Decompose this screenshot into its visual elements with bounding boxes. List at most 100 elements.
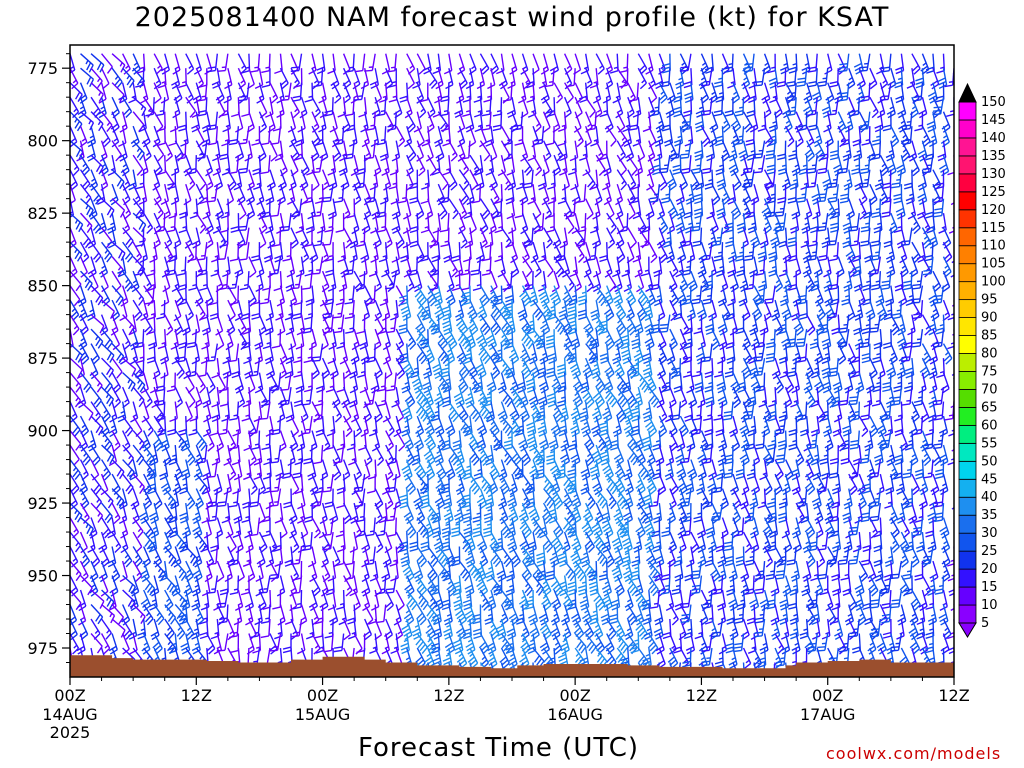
- barb-staff: [268, 53, 271, 71]
- barb-half-flag: [302, 413, 308, 418]
- barb-staff: [122, 270, 134, 286]
- barb-staff: [247, 271, 250, 289]
- wind-barb: [164, 633, 176, 654]
- barb-staff: [371, 53, 376, 71]
- barb-staff: [111, 140, 122, 156]
- barb-half-flag: [84, 278, 89, 283]
- barb-full-flag: [102, 412, 110, 420]
- barb-staff: [70, 589, 82, 604]
- barb-half-flag: [281, 370, 286, 374]
- barb-full-flag: [70, 416, 78, 423]
- wind-barb: [249, 53, 261, 73]
- wind-barb: [90, 111, 104, 132]
- barb-half-flag: [189, 553, 194, 558]
- barb-half-flag: [100, 106, 105, 110]
- barb-full-flag: [135, 575, 143, 582]
- barb-half-flag: [109, 612, 113, 618]
- barb-half-flag: [137, 528, 142, 533]
- barb-full-flag: [303, 461, 312, 465]
- barb-half-flag: [143, 439, 149, 443]
- barb-half-flag: [165, 210, 170, 215]
- barb-half-flag: [136, 572, 141, 577]
- barb-full-flag: [70, 345, 74, 348]
- barb-half-flag: [375, 167, 381, 171]
- barb-full-flag: [349, 374, 358, 379]
- barb-staff: [111, 444, 118, 462]
- barb-half-flag: [167, 326, 172, 330]
- barb-staff: [163, 213, 166, 231]
- barb-half-flag: [222, 283, 228, 287]
- wind-barb: [142, 546, 152, 568]
- barb-staff: [132, 430, 145, 444]
- barb-full-flag: [344, 562, 353, 566]
- barb-full-flag: [364, 403, 373, 406]
- barb-staff: [332, 111, 338, 129]
- barb-full-flag: [322, 200, 331, 203]
- barb-full-flag: [188, 183, 196, 191]
- barb-half-flag: [349, 66, 354, 69]
- barb-half-flag: [139, 182, 144, 185]
- wind-barb: [342, 357, 352, 380]
- barb-full-flag: [307, 562, 316, 568]
- barb-half-flag: [83, 471, 88, 475]
- barb-half-flag: [293, 572, 298, 577]
- wind-barb: [316, 53, 326, 75]
- barb-half-flag: [241, 326, 246, 330]
- barb-full-flag: [97, 616, 104, 625]
- barb-half-flag: [151, 599, 157, 603]
- barb-full-flag: [201, 327, 210, 333]
- wind-barb: [365, 517, 376, 537]
- barb-full-flag: [137, 530, 144, 539]
- wind-barb: [309, 430, 318, 452]
- wind-barb: [79, 531, 88, 554]
- barb-full-flag: [116, 81, 123, 89]
- barb-half-flag: [365, 152, 370, 157]
- barb-half-flag: [73, 644, 78, 649]
- barb-full-flag: [95, 501, 103, 509]
- barb-half-flag: [91, 529, 97, 534]
- barb-full-flag: [282, 646, 292, 650]
- barb-staff: [311, 96, 321, 113]
- barb-full-flag: [293, 577, 302, 581]
- barb-staff: [214, 53, 219, 71]
- barb-full-flag: [284, 374, 294, 379]
- wind-barb: [143, 314, 153, 336]
- barb-full-flag: [280, 225, 290, 229]
- wind-barb: [265, 97, 274, 118]
- wind-barb: [277, 314, 286, 336]
- barb-staff: [164, 169, 175, 185]
- wind-barb: [356, 314, 366, 335]
- barb-full-flag: [178, 84, 187, 89]
- wind-barb: [111, 502, 121, 525]
- barb-staff: [100, 575, 109, 592]
- barb-full-flag: [82, 238, 90, 246]
- barb-staff: [374, 575, 383, 592]
- barb-full-flag: [270, 573, 279, 576]
- barb-staff: [308, 415, 313, 434]
- wind-barb: [79, 473, 89, 496]
- barb-staff: [195, 647, 208, 662]
- wind-barb: [160, 184, 170, 206]
- barb-full-flag: [324, 446, 334, 451]
- barb-full-flag: [96, 62, 102, 71]
- barb-full-flag: [87, 283, 93, 291]
- barb-staff: [122, 415, 134, 431]
- barb-full-flag: [110, 199, 119, 206]
- barb-half-flag: [101, 163, 106, 168]
- barb-full-flag: [338, 167, 347, 173]
- barb-staff: [215, 502, 219, 521]
- barb-full-flag: [230, 649, 239, 654]
- barb-staff: [111, 270, 122, 286]
- barb-half-flag: [355, 196, 360, 200]
- barb-half-flag: [243, 283, 249, 287]
- barb-staff: [162, 97, 166, 115]
- barb-staff: [373, 517, 376, 535]
- barb-staff: [236, 430, 240, 448]
- barb-full-flag: [128, 80, 135, 89]
- barb-staff: [205, 256, 208, 274]
- wind-barb: [100, 401, 111, 423]
- barb-full-flag: [303, 359, 312, 364]
- barb-full-flag: [78, 112, 87, 119]
- barb-full-flag: [291, 591, 300, 595]
- barb-full-flag: [75, 149, 81, 158]
